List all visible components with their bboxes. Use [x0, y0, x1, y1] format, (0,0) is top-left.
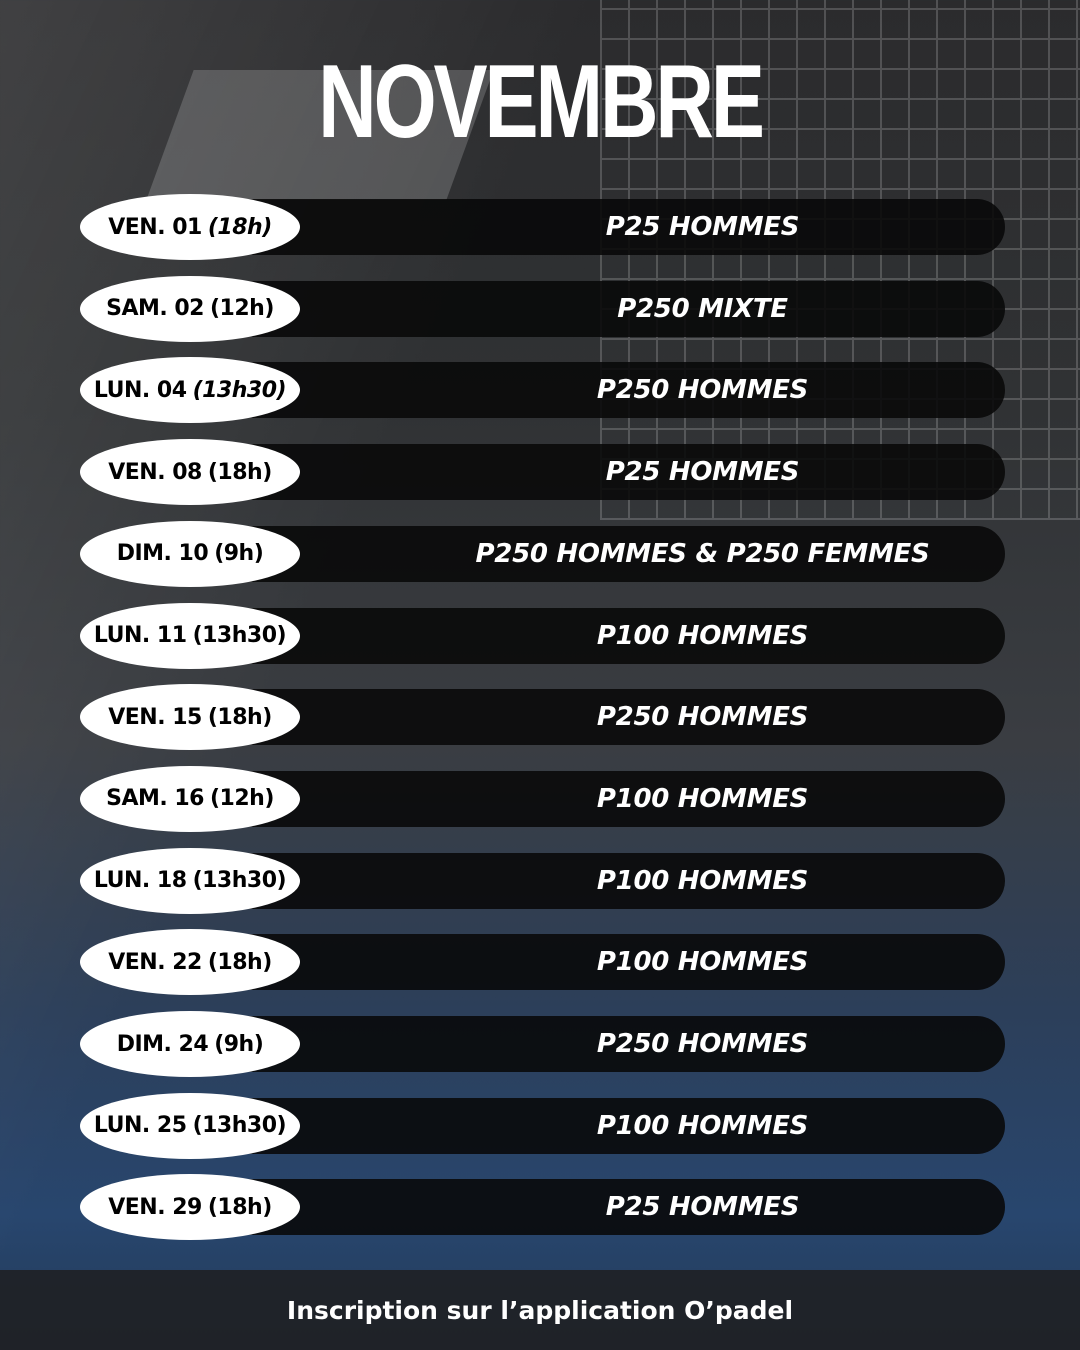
event-time: (9h): [214, 541, 264, 567]
event-day: VEN. 01: [108, 214, 202, 240]
event-row: VEN. 22 (18h) P100 HOMMES: [0, 929, 1080, 996]
event-day: VEN. 08: [108, 459, 202, 485]
date-pill: LUN. 11 (13h30): [80, 602, 300, 669]
event-name: P250 HOMMES & P250 FEMMES: [475, 538, 930, 569]
event-time: (18h): [207, 704, 272, 730]
event-time: (13h30): [192, 868, 287, 894]
event-row: LUN. 25 (13h30) P100 HOMMES: [0, 1092, 1080, 1159]
event-day: LUN. 18: [93, 868, 187, 894]
date-pill: VEN. 01 (18h): [80, 194, 300, 260]
event-row: LUN. 18 (13h30) P100 HOMMES: [0, 847, 1080, 914]
event-row: VEN. 29 (18h) P25 HOMMES: [0, 1174, 1080, 1241]
date-pill: LUN. 04 (13h30): [80, 357, 300, 424]
event-day: VEN. 29: [108, 1194, 202, 1220]
event-day: SAM. 02: [106, 296, 204, 322]
event-row: VEN. 08 (18h) P25 HOMMES: [0, 439, 1080, 506]
page-title: NOVEMBRE: [318, 44, 765, 160]
event-day: LUN. 04: [93, 377, 187, 403]
event-time: (18h): [207, 949, 272, 975]
event-day: DIM. 10: [116, 541, 209, 567]
event-time: (18h): [207, 214, 272, 240]
date-pill: VEN. 08 (18h): [80, 439, 300, 506]
event-name: P25 HOMMES: [605, 212, 800, 242]
event-time: (18h): [207, 459, 272, 485]
event-day: VEN. 22: [108, 949, 202, 975]
footer-registration-note: Inscription sur l’application O’padel: [0, 1270, 1080, 1350]
date-pill: LUN. 18 (13h30): [80, 847, 300, 914]
event-name: P250 HOMMES: [596, 375, 809, 406]
event-name: P25 HOMMES: [605, 1192, 800, 1223]
event-time: (18h): [207, 1194, 272, 1220]
event-row: DIM. 24 (9h) P250 HOMMES: [0, 1011, 1080, 1077]
event-name: P100 HOMMES: [596, 865, 809, 896]
event-time: (9h): [214, 1031, 264, 1057]
event-name: P250 HOMMES: [596, 702, 809, 733]
date-pill: VEN. 29 (18h): [80, 1174, 300, 1241]
event-name: P100 HOMMES: [596, 620, 809, 651]
event-row: SAM. 16 (12h) P100 HOMMES: [0, 765, 1080, 832]
event-time: (13h30): [192, 377, 287, 403]
event-name: P100 HOMMES: [596, 1110, 809, 1141]
background-fence: [600, 0, 1080, 520]
event-name: P250 MIXTE: [617, 293, 788, 324]
date-pill: SAM. 02 (12h): [80, 275, 300, 342]
event-row: LUN. 04 (13h30) P250 HOMMES: [0, 357, 1080, 424]
date-pill: VEN. 15 (18h): [80, 684, 300, 751]
event-name: P100 HOMMES: [596, 783, 809, 814]
event-time: (12h): [210, 786, 274, 812]
event-row: SAM. 02 (12h) P250 MIXTE: [0, 275, 1080, 342]
event-row: LUN. 11 (13h30) P100 HOMMES: [0, 602, 1080, 669]
event-name: P250 HOMMES: [596, 1029, 809, 1059]
event-row: VEN. 01 (18h) P25 HOMMES: [0, 194, 1080, 260]
event-time: (13h30): [192, 623, 287, 648]
date-pill: DIM. 24 (9h): [80, 1011, 300, 1077]
event-row: DIM. 10 (9h) P250 HOMMES & P250 FEMMES: [0, 520, 1080, 587]
event-day: SAM. 16: [106, 786, 204, 812]
date-pill: DIM. 10 (9h): [80, 520, 300, 587]
event-time: (13h30): [192, 1113, 287, 1139]
event-day: LUN. 25: [93, 1113, 187, 1139]
event-name: P25 HOMMES: [605, 457, 800, 488]
event-time: (12h): [210, 296, 274, 322]
event-day: DIM. 24: [116, 1031, 209, 1057]
date-pill: SAM. 16 (12h): [80, 765, 300, 832]
event-day: VEN. 15: [108, 704, 202, 730]
event-name: P100 HOMMES: [596, 947, 809, 978]
date-pill: VEN. 22 (18h): [80, 929, 300, 996]
event-row: VEN. 15 (18h) P250 HOMMES: [0, 684, 1080, 751]
date-pill: LUN. 25 (13h30): [80, 1092, 300, 1159]
event-day: LUN. 11: [93, 623, 187, 648]
